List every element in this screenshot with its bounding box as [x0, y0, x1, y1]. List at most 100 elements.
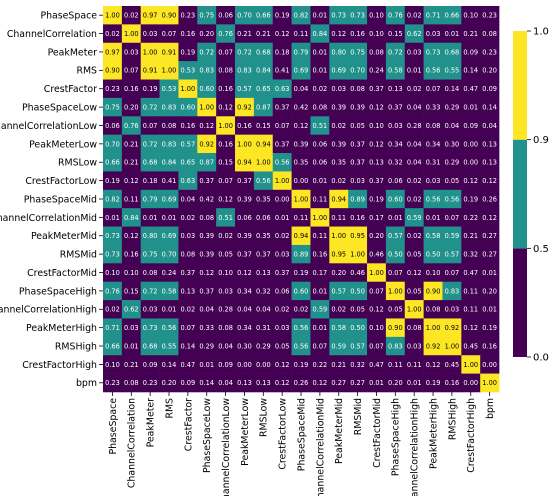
y-tick-label: bpm: [76, 378, 97, 389]
cell-value-label: 0.47: [181, 361, 196, 369]
cell-value-label: 0.59: [331, 342, 346, 350]
cell-value-label: 0.00: [463, 140, 478, 148]
heatmap-cell: [216, 116, 236, 135]
cell-value-label: 0.05: [445, 177, 460, 185]
heatmap-cell: [442, 79, 462, 99]
cell-value-label: 0.29: [256, 342, 271, 350]
cell-value-label: 0.53: [181, 67, 196, 75]
heatmap-cell: [404, 171, 424, 191]
heatmap-cell: [140, 79, 160, 99]
cell-value-label: 0.10: [369, 30, 384, 38]
heatmap-cell: [423, 263, 443, 282]
heatmap-cell: [235, 171, 255, 191]
cell-value-label: 0.91: [143, 67, 158, 75]
heatmap-cell: [480, 318, 500, 338]
heatmap-cell: [385, 42, 406, 62]
cell-value-label: 0.05: [388, 306, 403, 314]
heatmap-cell: [103, 42, 123, 62]
cell-value-label: 0.37: [275, 103, 290, 111]
cell-value-label: 0.09: [181, 379, 196, 387]
cell-value-label: 0.56: [426, 67, 441, 75]
cell-value-label: 0.27: [350, 379, 365, 387]
cell-value-label: 0.19: [426, 379, 441, 387]
cell-value-label: 0.12: [313, 379, 328, 387]
heatmap-cell: [178, 355, 198, 374]
cell-value-label: 0.08: [313, 103, 328, 111]
cell-value-label: 0.16: [181, 30, 196, 38]
heatmap-cell: [159, 116, 179, 135]
colorbar-tick-label: 1.0: [533, 27, 549, 38]
cell-value-label: 0.28: [407, 122, 422, 130]
heatmap-cell: [423, 97, 443, 117]
cell-value-label: 0.71: [105, 324, 120, 332]
heatmap-cell: [310, 79, 330, 99]
heatmap-cell: [197, 318, 217, 338]
heatmap-cell: [385, 116, 406, 135]
heatmap-cell: [480, 373, 500, 393]
heatmap-cell: [291, 336, 311, 356]
heatmap-cell: [329, 61, 349, 80]
heatmap-cell: [140, 42, 160, 62]
cell-value-label: 0.27: [331, 379, 346, 387]
heatmap-cell: [159, 24, 179, 44]
heatmap-cell: [272, 244, 292, 264]
heatmap-cell: [103, 61, 123, 80]
cell-value-label: 0.39: [237, 195, 252, 203]
heatmap-cell: [121, 226, 142, 246]
heatmap-cell: [348, 281, 368, 301]
cell-value-label: 0.80: [331, 48, 346, 56]
heatmap-cell: [253, 189, 274, 209]
heatmap-cell: [216, 79, 236, 99]
cell-value-label: 0.34: [388, 140, 403, 148]
cell-value-label: 0.65: [181, 159, 196, 167]
cell-value-label: 0.16: [124, 85, 139, 93]
cell-value-label: 0.03: [143, 30, 158, 38]
x-tick-label: PeakMeter: [146, 398, 157, 448]
heatmap-cell: [103, 171, 123, 191]
heatmap-cell: [291, 281, 311, 301]
cell-value-label: 0.37: [388, 103, 403, 111]
cell-value-label: 0.21: [463, 30, 478, 38]
heatmap-cell: [461, 189, 481, 209]
heatmap-cell: [442, 244, 462, 264]
heatmap-cell: [253, 97, 274, 117]
cell-value-label: 0.13: [369, 159, 384, 167]
cell-value-label: 0.13: [388, 85, 403, 93]
heatmap-cell: [235, 373, 255, 393]
y-tick-label: RMS: [76, 66, 97, 77]
cell-value-label: 0.12: [482, 177, 497, 185]
colorbar-tick-label: 0.5: [533, 244, 549, 255]
heatmap-cell: [140, 24, 160, 44]
heatmap-cell: [442, 153, 462, 172]
heatmap-cell: [310, 134, 330, 154]
heatmap-cell: [121, 355, 142, 374]
cell-value-label: 0.35: [331, 159, 346, 167]
cell-value-label: 0.10: [369, 122, 384, 130]
heatmap-cell: [367, 300, 387, 319]
heatmap-cell: [159, 189, 179, 209]
heatmap-cell: [121, 244, 142, 264]
heatmap-cell: [310, 373, 330, 393]
heatmap-cell: [253, 42, 274, 62]
cell-value-label: 0.09: [143, 361, 158, 369]
cell-value-label: 0.19: [369, 195, 384, 203]
cell-value-label: 0.95: [331, 251, 346, 259]
cell-value-label: 0.16: [350, 30, 365, 38]
heatmap-cell: [197, 42, 217, 62]
cell-value-label: 0.21: [331, 361, 346, 369]
heatmap-cell: [197, 208, 217, 227]
heatmap-cell: [253, 336, 274, 356]
heatmap-cell: [423, 189, 443, 209]
cell-value-label: 1.00: [162, 67, 177, 75]
cell-value-label: 0.06: [256, 214, 271, 222]
heatmap-cell: [216, 263, 236, 282]
heatmap-cell: [310, 61, 330, 80]
cell-value-label: 0.76: [388, 12, 403, 20]
heatmap-cell: [291, 61, 311, 80]
heatmap-cell: [178, 134, 198, 154]
heatmap-cell: [103, 97, 123, 117]
heatmap-cell: [159, 208, 179, 227]
cell-value-label: 0.60: [181, 103, 196, 111]
heatmap-cell: [216, 189, 236, 209]
